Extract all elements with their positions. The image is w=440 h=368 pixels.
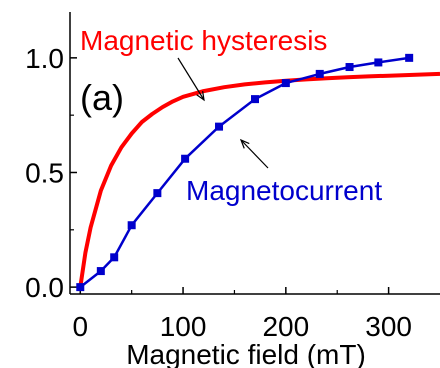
data-point bbox=[110, 253, 119, 262]
y-tick-label: 1.0 bbox=[25, 43, 64, 74]
data-point bbox=[215, 122, 224, 131]
data-point bbox=[76, 283, 85, 292]
series-line-1 bbox=[78, 71, 440, 288]
y-tick-label: 0.0 bbox=[25, 272, 64, 303]
x-tick-label: 300 bbox=[365, 311, 412, 342]
annotation-magnetocurrent: Magnetocurrent bbox=[186, 175, 382, 206]
panel-label: (a) bbox=[80, 77, 124, 118]
data-point bbox=[153, 189, 162, 198]
series-line-2 bbox=[79, 56, 410, 289]
data-point bbox=[251, 95, 259, 104]
series-layer bbox=[78, 56, 440, 289]
x-tick-label: 0 bbox=[72, 311, 88, 342]
arrow-magnetocurrent bbox=[239, 138, 269, 169]
x-tick-label: 100 bbox=[160, 311, 207, 342]
data-point bbox=[345, 63, 354, 72]
axes: 0.0 0.5 1.0 0 100 200 300 bbox=[25, 12, 440, 342]
data-point bbox=[181, 154, 190, 163]
data-point bbox=[405, 53, 414, 62]
x-axis-title: Magnetic field (mT) bbox=[126, 339, 366, 368]
annotation-magnetic-hysteresis: Magnetic hysteresis bbox=[80, 25, 327, 56]
arrow-head bbox=[196, 91, 205, 102]
arrow-head bbox=[239, 138, 250, 149]
marker-layer bbox=[76, 53, 414, 292]
arrow-magnetic-hysteresis bbox=[177, 57, 205, 102]
data-point bbox=[96, 267, 105, 276]
data-point bbox=[315, 69, 324, 78]
arrow-shaft bbox=[177, 57, 205, 101]
annotation-layer: Magnetic hysteresis Magnetocurrent bbox=[80, 25, 382, 206]
x-tick-label: 200 bbox=[262, 311, 309, 342]
data-point bbox=[281, 79, 290, 88]
arrow-shaft bbox=[240, 139, 269, 169]
data-point bbox=[127, 221, 136, 230]
y-tick-label: 0.5 bbox=[25, 157, 64, 188]
data-point bbox=[374, 58, 383, 67]
